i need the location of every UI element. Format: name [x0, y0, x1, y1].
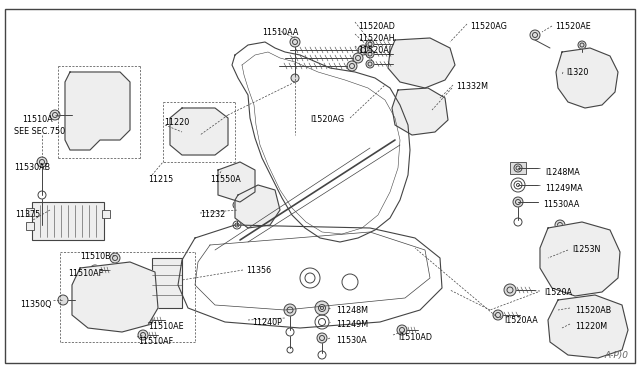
Circle shape — [317, 333, 327, 343]
Circle shape — [353, 53, 363, 63]
Text: 11550A: 11550A — [210, 175, 241, 184]
Polygon shape — [388, 38, 455, 88]
Circle shape — [555, 220, 565, 230]
Text: 11520AG: 11520AG — [470, 22, 507, 31]
Text: 11220: 11220 — [164, 118, 189, 127]
Text: 11520AE: 11520AE — [555, 22, 591, 31]
Polygon shape — [235, 185, 280, 228]
Circle shape — [504, 284, 516, 296]
Circle shape — [358, 45, 368, 55]
Circle shape — [493, 310, 503, 320]
Bar — [26, 208, 34, 216]
Bar — [75, 100, 110, 128]
Bar — [26, 222, 34, 230]
Circle shape — [366, 60, 374, 68]
Circle shape — [110, 253, 120, 263]
Text: l1510AD: l1510AD — [398, 333, 432, 342]
Text: 11520AJ: 11520AJ — [358, 46, 391, 55]
Circle shape — [315, 301, 329, 315]
Text: A-P)0: A-P)0 — [604, 351, 628, 360]
Text: 11232: 11232 — [200, 210, 225, 219]
Text: SEE SEC.750: SEE SEC.750 — [14, 127, 65, 136]
Text: 11240P: 11240P — [252, 318, 282, 327]
Text: 11510AF: 11510AF — [68, 269, 103, 278]
Circle shape — [290, 37, 300, 47]
Polygon shape — [556, 48, 618, 108]
Text: 11249MA: 11249MA — [545, 184, 582, 193]
Polygon shape — [548, 295, 628, 358]
Circle shape — [366, 40, 374, 48]
Circle shape — [366, 50, 374, 58]
Text: 11510AA: 11510AA — [262, 28, 298, 37]
Circle shape — [513, 197, 523, 207]
Circle shape — [143, 315, 153, 325]
Circle shape — [291, 74, 299, 82]
Bar — [510, 162, 526, 174]
Text: 11510A: 11510A — [22, 115, 52, 124]
Bar — [102, 210, 110, 218]
Circle shape — [37, 157, 47, 167]
Text: 11520AB: 11520AB — [575, 306, 611, 315]
Text: 11510AF: 11510AF — [138, 337, 173, 346]
Circle shape — [397, 325, 407, 335]
Text: 11530AA: 11530AA — [543, 200, 579, 209]
Polygon shape — [65, 72, 130, 150]
Polygon shape — [392, 88, 448, 135]
Text: 11520AH: 11520AH — [358, 34, 395, 43]
Text: 11375: 11375 — [15, 210, 40, 219]
Circle shape — [347, 61, 357, 71]
Text: 11220M: 11220M — [575, 322, 607, 331]
Text: l1248MA: l1248MA — [545, 168, 580, 177]
Text: l1520AG: l1520AG — [310, 115, 344, 124]
Polygon shape — [72, 262, 158, 332]
Circle shape — [578, 41, 586, 49]
Circle shape — [284, 304, 296, 316]
Text: l1520A: l1520A — [544, 288, 572, 297]
Text: 11350Q: 11350Q — [20, 300, 51, 309]
Bar — [32, 202, 104, 240]
Text: 11248M: 11248M — [336, 306, 368, 315]
Text: 11510AE: 11510AE — [148, 322, 184, 331]
Text: l1320: l1320 — [566, 68, 588, 77]
Circle shape — [138, 330, 148, 340]
Text: l1253N: l1253N — [572, 245, 600, 254]
Polygon shape — [540, 222, 620, 296]
Polygon shape — [170, 108, 228, 155]
Circle shape — [233, 201, 241, 209]
Text: 11520AD: 11520AD — [358, 22, 395, 31]
Text: 11215: 11215 — [148, 175, 173, 184]
Text: 11249M: 11249M — [336, 320, 368, 329]
Circle shape — [530, 30, 540, 40]
Bar — [152, 258, 182, 308]
Text: 11332M: 11332M — [456, 82, 488, 91]
Text: 11356: 11356 — [246, 266, 271, 275]
Circle shape — [90, 265, 100, 275]
Polygon shape — [218, 162, 255, 202]
Circle shape — [50, 110, 60, 120]
Text: 11510B: 11510B — [80, 252, 111, 261]
Text: 11530A: 11530A — [336, 336, 367, 345]
Text: 11530AB: 11530AB — [14, 163, 50, 172]
Text: l1520AA: l1520AA — [504, 316, 538, 325]
Circle shape — [58, 295, 68, 305]
